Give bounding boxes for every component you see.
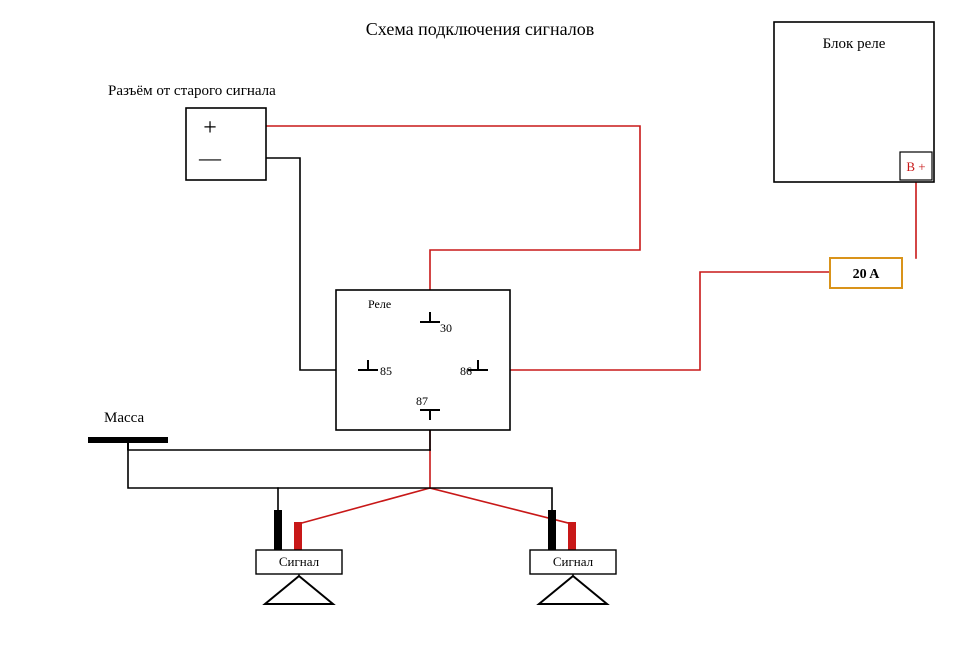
pin-85-label: 85: [380, 364, 392, 378]
wire-plus-to-30: [266, 126, 640, 312]
relay-label: Реле: [368, 297, 391, 311]
minus-symbol: —: [198, 145, 222, 170]
plus-symbol: +: [203, 115, 217, 141]
wire-to-signal-1: [298, 488, 430, 524]
mass-label: Масса: [104, 410, 144, 426]
wire-mass-to-signal-1: [128, 450, 278, 512]
old-connector-box: [186, 108, 266, 180]
signal-1-label: Сигнал: [279, 554, 320, 569]
signal-2-horn-icon: [539, 576, 607, 604]
fuse-label: 20 A: [853, 267, 881, 282]
bplus-label: B +: [906, 159, 925, 174]
pin-30-label: 30: [440, 321, 452, 335]
pin-86-label: 86: [460, 364, 472, 378]
signal-1-horn-icon: [265, 576, 333, 604]
wire-fuse-to-86: [488, 272, 830, 370]
pin-87-label: 87: [416, 394, 428, 408]
old-connector-label: Разъём от старого сигнала: [108, 83, 276, 99]
relay-block-label: Блок реле: [823, 36, 886, 52]
signal-2-label: Сигнал: [553, 554, 594, 569]
wiring-diagram: Схема подключения сигналов Разъём от стар…: [0, 0, 960, 646]
diagram-title: Схема подключения сигналов: [366, 19, 594, 39]
